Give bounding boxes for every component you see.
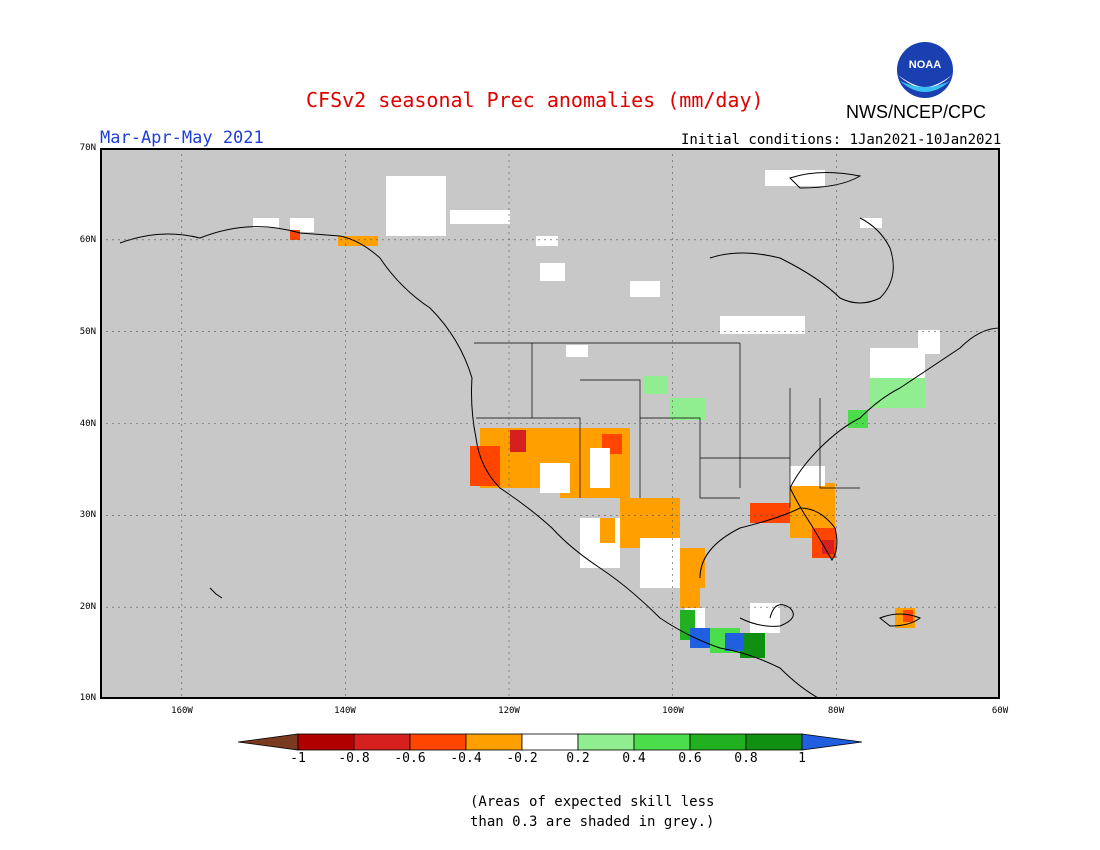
- lat-label-30n: 30N: [79, 510, 96, 520]
- colorbar-label: -0.8: [338, 751, 370, 766]
- skill-note-line-2: than 0.3 are shaded in grey.): [470, 814, 715, 830]
- colorbar-cell: [689, 733, 747, 751]
- lon-label-140w: 140W: [334, 706, 356, 716]
- lon-label-60w: 60W: [991, 706, 1009, 716]
- colorbar-cell: [465, 733, 523, 751]
- colorbar-label: -0.6: [394, 751, 426, 766]
- colorbar-label: -0.4: [450, 751, 482, 766]
- lat-label-40n: 40N: [79, 419, 96, 429]
- lon-label-100w: 100W: [662, 706, 684, 716]
- colorbar-label: -1: [290, 751, 306, 766]
- noaa-logo: NOAA: [897, 42, 953, 98]
- precip-anomaly-map: [100, 148, 1000, 699]
- noaa-logo-text: NOAA: [909, 59, 941, 71]
- colorbar-cell: [297, 733, 355, 751]
- lon-label-80w: 80W: [827, 706, 845, 716]
- colorbar-label: 0.4: [622, 751, 646, 766]
- colorbar-cell: [353, 733, 411, 751]
- season-label: Mar-Apr-May 2021: [100, 128, 264, 148]
- lat-label-60n: 60N: [79, 235, 96, 245]
- colorbar-arrow-high: [801, 733, 862, 751]
- colorbar-label: 0.8: [734, 751, 758, 766]
- map-border: [100, 148, 1000, 699]
- coastlines: [119, 171, 1000, 699]
- lat-label-50n: 50N: [79, 327, 96, 337]
- lat-label-20n: 20N: [79, 602, 96, 612]
- initial-conditions-label: Initial conditions: 1Jan2021-10Jan2021: [681, 132, 1002, 148]
- color-scale-bar: [238, 733, 862, 751]
- colorbar-cell: [745, 733, 803, 751]
- colorbar-label: 0.2: [566, 751, 590, 766]
- colorbar-cell: [633, 733, 691, 751]
- map-title: CFSv2 seasonal Prec anomalies (mm/day): [306, 88, 764, 112]
- skill-note: (Areas of expected skill less than 0.3 a…: [470, 792, 714, 832]
- colorbar-cell: [409, 733, 467, 751]
- colorbar-label: -0.2: [506, 751, 538, 766]
- colorbar-label: 0.6: [678, 751, 702, 766]
- lon-label-160w: 160W: [171, 706, 193, 716]
- colorbar-arrow-low: [238, 733, 299, 751]
- lon-label-120w: 120W: [498, 706, 520, 716]
- grid-lines: [100, 148, 1000, 699]
- colorbar-cell: [521, 733, 579, 751]
- state-borders: [474, 342, 860, 508]
- agency-label: NWS/NCEP/CPC: [846, 102, 987, 122]
- colorbar-label: 1: [798, 751, 806, 766]
- lat-label-70n: 70N: [79, 143, 96, 153]
- colorbar-cell: [577, 733, 635, 751]
- lat-label-10n: 10N: [79, 693, 96, 703]
- skill-note-line-1: (Areas of expected skill less: [470, 794, 715, 810]
